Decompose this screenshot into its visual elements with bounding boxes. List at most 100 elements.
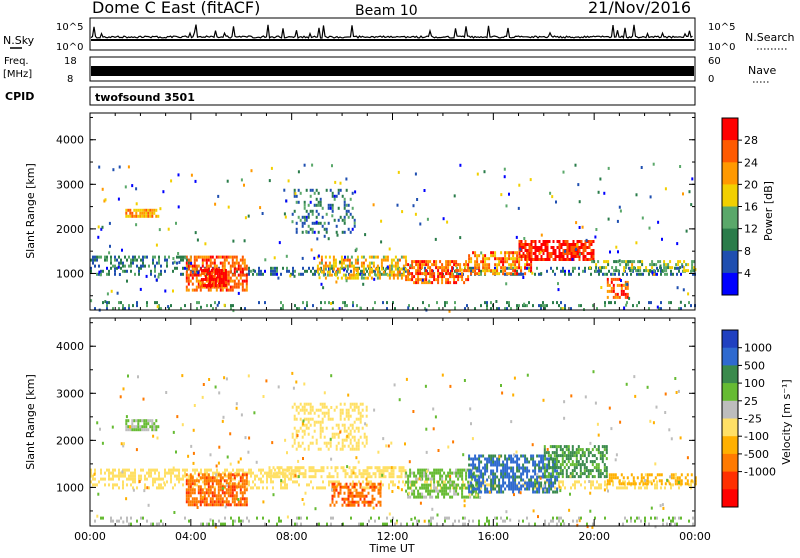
scatter-cell — [358, 406, 360, 409]
scatter-cell — [188, 265, 190, 268]
scatter-cell — [537, 515, 539, 518]
scatter-cell — [486, 517, 488, 520]
scatter-cell — [380, 483, 382, 486]
scatter-cell — [143, 212, 145, 215]
scatter-cell — [449, 385, 451, 388]
scatter-cell — [220, 503, 222, 506]
scatter-cell — [453, 260, 455, 263]
scatter-cell — [390, 442, 392, 445]
scatter-cell — [220, 473, 222, 476]
scatter-cell — [130, 262, 132, 265]
scatter-cell — [584, 466, 586, 469]
scatter-cell — [230, 268, 232, 271]
scatter-cell — [415, 272, 417, 275]
scatter-cell — [205, 284, 207, 287]
scatter-cell — [510, 266, 512, 269]
scatter-cell — [403, 469, 405, 472]
scatter-cell — [293, 387, 295, 390]
scatter-cell — [484, 254, 486, 257]
scatter-cell — [572, 463, 574, 466]
scatter-cell — [415, 278, 417, 281]
scatter-cell — [317, 271, 319, 274]
scatter-cell — [524, 455, 526, 458]
scatter-cell — [213, 278, 215, 281]
scatter-cell — [221, 272, 223, 275]
scatter-cell — [678, 390, 680, 393]
scatter-cell — [162, 523, 164, 526]
scatter-cell — [525, 249, 527, 252]
scatter-cell — [455, 275, 457, 278]
scatter-cell — [232, 274, 234, 277]
scatter-cell — [562, 454, 564, 457]
scatter-cell — [535, 246, 537, 249]
scatter-cell — [504, 488, 506, 491]
scatter-cell — [202, 500, 204, 503]
scatter-cell — [242, 473, 244, 476]
scatter-cell — [592, 463, 594, 466]
scatter-cell — [447, 266, 449, 269]
scatter-cell — [576, 466, 578, 469]
scatter-cell — [158, 472, 160, 475]
scatter-cell — [291, 472, 293, 475]
scatter-cell — [330, 406, 332, 409]
scatter-cell — [453, 263, 455, 266]
power-colorbar-tick-label: 28 — [744, 134, 758, 147]
scatter-cell — [217, 272, 219, 275]
scatter-cell — [496, 266, 498, 269]
scatter-cell — [600, 457, 602, 460]
scatter-cell — [188, 259, 190, 262]
scatter-cell — [403, 267, 405, 270]
scatter-cell — [492, 476, 494, 479]
scatter-cell — [328, 415, 330, 418]
scatter-cell — [151, 212, 153, 215]
scatter-cell — [401, 210, 403, 213]
scatter-cell — [343, 274, 345, 277]
scatter-cell — [682, 192, 684, 195]
scatter-cell — [283, 475, 285, 478]
scatter-cell — [133, 428, 135, 431]
scatter-cell — [660, 273, 662, 276]
scatter-cell — [514, 479, 516, 482]
scatter-cell — [224, 479, 226, 482]
scatter-cell — [326, 523, 328, 526]
scatter-cell — [219, 284, 221, 287]
scatter-cell — [242, 274, 244, 277]
scatter-cell — [356, 489, 358, 492]
scatter-cell — [357, 256, 359, 259]
scatter-cell — [357, 274, 359, 277]
scatter-cell — [321, 271, 323, 274]
scatter-cell — [380, 501, 382, 504]
scatter-cell — [153, 428, 155, 431]
scatter-cell — [140, 469, 142, 472]
scatter-cell — [314, 424, 316, 427]
scatter-cell — [197, 506, 199, 509]
scatter-cell — [568, 457, 570, 460]
scatter-cell — [365, 472, 367, 475]
scatter-cell — [206, 523, 208, 526]
scatter-cell — [226, 259, 228, 262]
scatter-cell — [346, 430, 348, 433]
scatter-cell — [188, 283, 190, 286]
scatter-cell — [358, 427, 360, 430]
scatter-cell — [443, 493, 445, 496]
scatter-cell — [208, 469, 210, 472]
scatter-cell — [430, 520, 432, 523]
scatter-cell — [510, 263, 512, 266]
scatter-cell — [559, 255, 561, 258]
scatter-cell — [668, 301, 670, 304]
scatter-cell — [240, 277, 242, 280]
scatter-cell — [369, 274, 371, 277]
scatter-cell — [112, 520, 114, 523]
scatter-cell — [548, 479, 550, 482]
scatter-cell — [551, 195, 553, 198]
scatter-cell — [409, 460, 411, 463]
scatter-cell — [240, 520, 242, 523]
colorbar-segment — [722, 118, 738, 141]
scatter-cell — [230, 485, 232, 488]
scatter-cell — [360, 483, 362, 486]
scatter-cell — [354, 222, 356, 225]
scatter-cell — [372, 501, 374, 504]
scatter-cell — [664, 411, 666, 414]
scatter-cell — [419, 272, 421, 275]
scatter-cell — [572, 451, 574, 454]
